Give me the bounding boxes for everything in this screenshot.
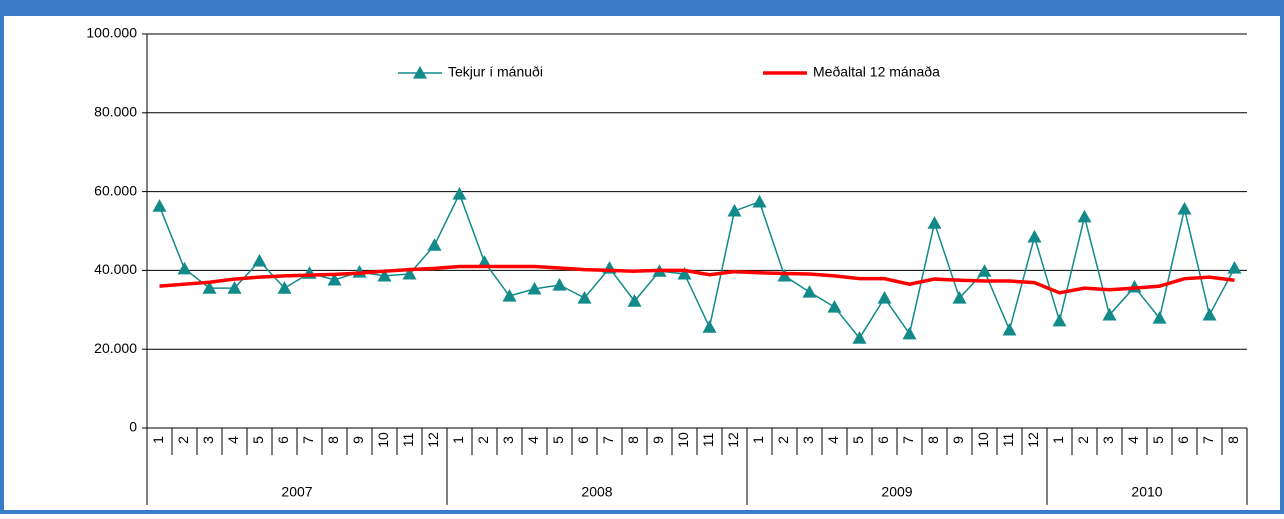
point-marker bbox=[327, 272, 342, 286]
x-tick-label: 5 bbox=[1150, 436, 1166, 444]
x-tick-label: 2 bbox=[1075, 436, 1091, 444]
x-tick-label: 5 bbox=[250, 436, 266, 444]
point-marker bbox=[502, 289, 517, 302]
point-marker bbox=[152, 199, 167, 212]
x-tick-label: 5 bbox=[850, 436, 866, 444]
point-marker bbox=[177, 261, 192, 275]
point-marker bbox=[702, 320, 717, 333]
point-marker bbox=[952, 290, 967, 304]
point-marker bbox=[1177, 201, 1192, 215]
point-marker bbox=[752, 194, 767, 208]
y-tick-label: 100.000 bbox=[86, 25, 137, 41]
x-tick-label: 6 bbox=[575, 436, 591, 444]
point-marker bbox=[277, 281, 292, 294]
point-marker bbox=[377, 268, 392, 282]
x-tick-label: 1 bbox=[450, 436, 466, 444]
x-tick-label: 9 bbox=[650, 436, 666, 444]
x-tick-label: 12 bbox=[1025, 432, 1041, 448]
x-tick-label: 1 bbox=[150, 436, 166, 444]
x-tick-label: 4 bbox=[1125, 436, 1141, 444]
x-tick-label: 8 bbox=[925, 436, 941, 444]
y-tick-label: 60.000 bbox=[94, 182, 137, 198]
group-label: 2008 bbox=[581, 484, 612, 500]
y-tick-label: 40.000 bbox=[94, 261, 137, 277]
y-tick-label: 80.000 bbox=[94, 104, 137, 120]
x-tick-label: 10 bbox=[975, 432, 991, 448]
point-marker bbox=[627, 294, 642, 307]
x-tick-label: 7 bbox=[600, 436, 616, 444]
x-tick-label: 4 bbox=[825, 436, 841, 444]
group-label: 2010 bbox=[1131, 484, 1162, 500]
x-tick-label: 11 bbox=[700, 433, 716, 448]
point-marker bbox=[977, 264, 992, 277]
point-marker bbox=[1027, 229, 1042, 243]
point-marker bbox=[1102, 307, 1117, 321]
point-marker bbox=[927, 216, 942, 229]
x-tick-label: 3 bbox=[1100, 436, 1116, 444]
x-tick-label: 4 bbox=[525, 436, 541, 444]
point-marker bbox=[252, 253, 267, 267]
series-line bbox=[158, 192, 1236, 340]
x-tick-label: 3 bbox=[800, 436, 816, 444]
point-marker bbox=[877, 290, 892, 304]
point-marker bbox=[1077, 209, 1092, 223]
point-marker bbox=[802, 285, 817, 298]
x-tick-label: 10 bbox=[675, 432, 691, 448]
x-tick-label: 10 bbox=[375, 432, 391, 448]
x-tick-label: 4 bbox=[225, 436, 241, 444]
point-marker bbox=[477, 255, 492, 268]
x-tick-label: 11 bbox=[400, 433, 416, 448]
point-marker bbox=[902, 326, 917, 340]
point-marker bbox=[227, 281, 242, 294]
x-tick-label: 7 bbox=[300, 436, 316, 444]
point-marker bbox=[202, 281, 217, 294]
x-tick-label: 8 bbox=[1225, 436, 1241, 444]
point-marker bbox=[827, 300, 842, 313]
point-marker bbox=[1052, 313, 1067, 327]
x-tick-label: 2 bbox=[175, 436, 191, 444]
x-tick-label: 12 bbox=[725, 432, 741, 448]
legend-marker bbox=[413, 66, 427, 79]
point-marker bbox=[402, 266, 417, 280]
x-tick-label: 7 bbox=[900, 436, 916, 444]
x-tick-label: 2 bbox=[775, 436, 791, 444]
x-tick-label: 1 bbox=[1050, 436, 1066, 444]
x-tick-label: 9 bbox=[350, 436, 366, 444]
point-marker bbox=[852, 331, 867, 344]
x-tick-label: 6 bbox=[875, 436, 891, 444]
x-tick-label: 12 bbox=[425, 432, 441, 448]
x-tick-label: 5 bbox=[550, 436, 566, 444]
legend-label: Meðaltal 12 mánaða bbox=[813, 64, 940, 80]
x-tick-label: 3 bbox=[500, 436, 516, 444]
x-tick-label: 11 bbox=[1000, 433, 1016, 448]
x-tick-label: 2 bbox=[475, 436, 491, 444]
point-marker bbox=[577, 290, 592, 304]
point-marker bbox=[527, 281, 542, 295]
point-marker bbox=[1152, 311, 1167, 324]
x-tick-label: 8 bbox=[325, 436, 341, 444]
x-tick-label: 8 bbox=[625, 436, 641, 444]
x-tick-label: 7 bbox=[1200, 436, 1216, 444]
point-marker bbox=[452, 186, 467, 200]
legend-label: Tekjur í mánuði bbox=[448, 64, 543, 80]
x-tick-label: 6 bbox=[275, 436, 291, 444]
x-tick-label: 1 bbox=[750, 436, 766, 444]
x-tick-label: 9 bbox=[950, 436, 966, 444]
point-marker bbox=[427, 238, 442, 251]
point-marker bbox=[1002, 322, 1017, 336]
point-marker bbox=[727, 203, 742, 217]
group-label: 2009 bbox=[881, 484, 912, 500]
point-marker bbox=[1202, 307, 1217, 321]
x-tick-label: 6 bbox=[1175, 436, 1191, 444]
x-tick-label: 3 bbox=[200, 436, 216, 444]
point-marker bbox=[552, 277, 567, 291]
point-marker bbox=[1227, 261, 1242, 274]
point-marker bbox=[677, 266, 692, 280]
group-label: 2007 bbox=[281, 484, 312, 500]
series-line bbox=[159, 264, 1235, 295]
y-tick-label: 0 bbox=[129, 419, 137, 435]
y-tick-label: 20.000 bbox=[94, 340, 137, 356]
